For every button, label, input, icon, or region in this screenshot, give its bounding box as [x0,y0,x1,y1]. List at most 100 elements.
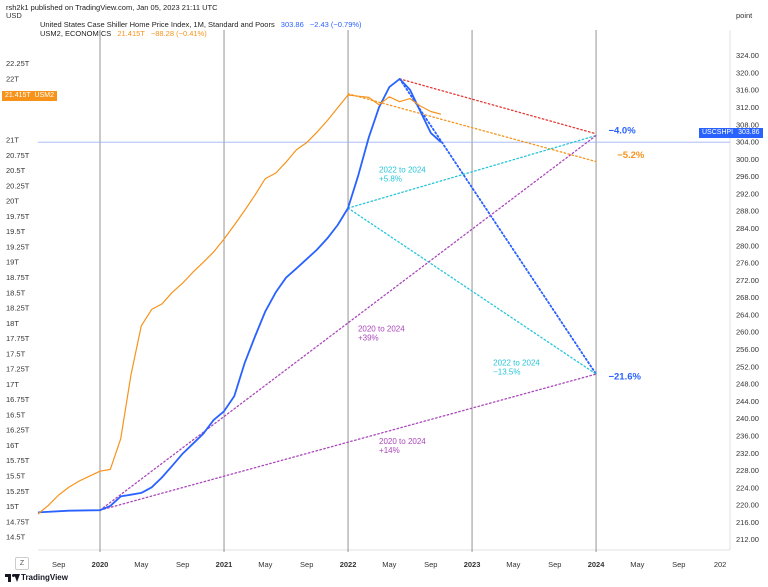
x-axis-tick-label: Sep [424,560,437,569]
right-axis-tick-label: 296.00 [736,172,759,181]
left-axis-tick-label: 18.5T [6,288,26,297]
x-axis-tick-label: Sep [672,560,685,569]
x-axis-tick-label: May [506,560,520,569]
left-axis-tick-label: 22T [6,74,19,83]
cs-badge-label: USCSHPI [702,129,734,136]
left-axis-tick-label: 19.5T [6,227,26,236]
left-axis-tick-label: 14.75T [6,517,30,526]
zoom-reset-button[interactable]: Z [15,557,29,570]
x-axis-tick-label: Sep [548,560,561,569]
tradingview-logo: TradingView [5,573,68,582]
projection-annotation: −13.5% [493,367,520,376]
projection-annotation: +5.8% [379,174,402,183]
projection-end-label: −21.6% [608,371,641,382]
x-axis-tick-label: 2020 [92,560,109,569]
usm2-price-badge: 21.415T USM2 [2,91,57,101]
usm2-line [37,94,442,515]
projection-end-label: −5.2% [617,150,645,161]
left-axis-tick-label: 16T [6,441,19,450]
left-axis-unit: USD [6,11,22,20]
left-axis-tick-label: 18T [6,319,19,328]
left-axis-tick-label: 15.5T [6,471,26,480]
projection-annotation: 2020 to 2024 [358,325,405,334]
right-axis-tick-label: 268.00 [736,293,759,302]
legend-m2-name: USM2, ECONOMICS [40,29,112,38]
right-axis-tick-label: 320.00 [736,68,759,77]
cs-badge-value: 303.86 [738,129,760,136]
right-axis-unit: point [736,11,753,20]
left-axis-tick-label: 17.25T [6,365,30,374]
left-axis-tick-label: 20.75T [6,151,30,160]
right-axis-tick-label: 312.00 [736,103,759,112]
right-axis-tick-label: 212.00 [736,535,759,544]
right-axis-tick-label: 256.00 [736,345,759,354]
x-axis-tick-label: 2021 [216,560,233,569]
projection-annotation: +14% [379,446,400,455]
left-axis-tick-label: 17.75T [6,334,30,343]
legend-cs-name: United States Case Shiller Home Price In… [40,20,275,29]
left-axis-tick-label: 19.75T [6,212,30,221]
projection-annotation: +39% [358,334,379,343]
usm2-badge-value: 21.415T [5,92,31,99]
x-axis-tick-label: May [258,560,272,569]
projection-end-label: −4.0% [608,125,636,136]
right-axis-tick-label: 300.00 [736,155,759,164]
left-axis-tick-label: 20.25T [6,181,30,190]
x-axis-tick-label: 2024 [588,560,606,569]
right-axis-tick-label: 280.00 [736,241,759,250]
right-axis-tick-label: 272.00 [736,276,759,285]
left-axis-tick-label: 15.25T [6,487,30,496]
right-axis-tick-label: 304.00 [736,138,759,147]
right-axis-tick-label: 308.00 [736,120,759,129]
left-axis-tick-label: 19T [6,258,19,267]
right-axis-tick-label: 264.00 [736,310,759,319]
publisher-line: rsh2k1 published on TradingView.com, Jan… [6,3,218,12]
projection-annotation: 2022 to 2024 [493,358,540,367]
left-axis-tick-label: 17.5T [6,349,26,358]
x-axis-tick-label: 2022 [340,560,357,569]
right-axis-tick-label: 292.00 [736,189,759,198]
right-axis-tick-label: 260.00 [736,328,759,337]
projection-line [347,134,597,209]
left-axis-tick-label: 15T [6,502,19,511]
projection-line [99,373,597,511]
projection-annotation: 2020 to 2024 [379,437,426,446]
projection-annotation: 2022 to 2024 [379,165,426,174]
projection-line [399,78,597,135]
right-axis-tick-label: 236.00 [736,431,759,440]
legend-usm2[interactable]: USM2, ECONOMICS 21.415T −88.28 (−0.41%) [40,29,207,38]
x-axis-tick-label: Sep [52,560,65,569]
left-axis-tick-label: 14.5T [6,533,26,542]
right-axis-tick-label: 316.00 [736,86,759,95]
usm2-badge-label: USM2 [34,92,54,99]
x-axis-tick-label: May [382,560,396,569]
left-axis-tick-label: 18.75T [6,273,30,282]
right-axis-tick-label: 252.00 [736,362,759,371]
left-axis-tick-label: 21T [6,136,19,145]
left-axis-tick-label: 16.25T [6,426,30,435]
right-axis-tick-label: 228.00 [736,466,759,475]
right-axis-tick-label: 248.00 [736,380,759,389]
right-axis-tick-label: 216.00 [736,518,759,527]
tradingview-wordmark: TradingView [21,573,68,582]
right-axis-tick-label: 276.00 [736,259,759,268]
legend-cs-change: −2.43 (−0.79%) [309,20,362,29]
x-axis-tick-label: 2023 [464,560,481,569]
right-axis-tick-label: 240.00 [736,414,759,423]
tradingview-icon [5,573,20,582]
left-axis-tick-label: 22.25T [6,59,30,68]
left-axis-tick-label: 15.75T [6,456,30,465]
x-axis-tick-label: 202 [714,560,727,569]
legend-m2-value: 21.415T [117,29,145,38]
projection-line [347,93,597,163]
right-axis-tick-label: 284.00 [736,224,759,233]
right-axis-tick-label: 232.00 [736,449,759,458]
legend-cs-value: 303.86 [280,20,304,29]
legend-m2-change: −88.28 (−0.41%) [150,29,207,38]
right-axis-tick-label: 220.00 [736,501,759,510]
legend-case-shiller[interactable]: United States Case Shiller Home Price In… [40,20,362,29]
right-axis-tick-label: 224.00 [736,483,759,492]
right-axis-tick-label: 288.00 [736,207,759,216]
left-axis-tick-label: 16.5T [6,410,26,419]
